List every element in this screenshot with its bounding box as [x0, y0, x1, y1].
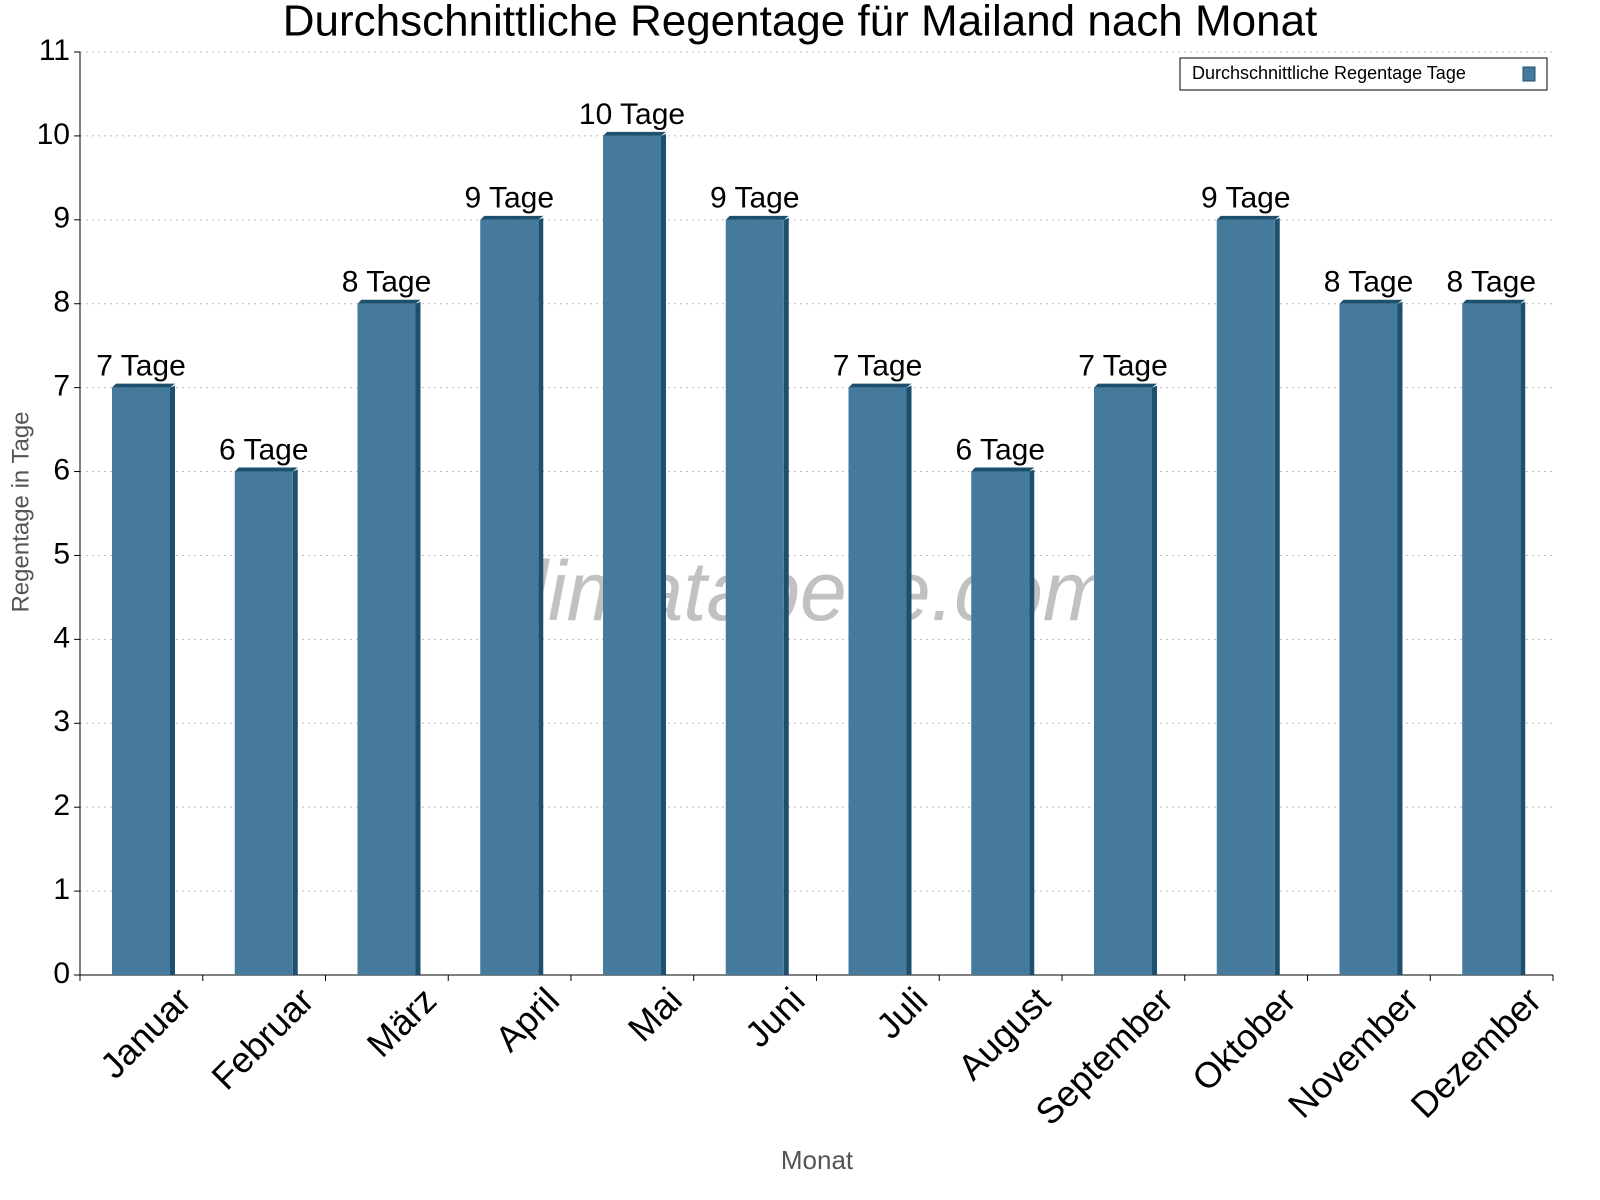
x-tick-label: November [1280, 979, 1426, 1125]
y-tick-label: 9 [53, 202, 70, 235]
bar-side [415, 301, 421, 975]
bar-top [234, 467, 298, 472]
y-axis-label: Regentage in Tage [7, 411, 34, 612]
value-label: 8 Tage [1324, 266, 1414, 299]
y-tick-label: 8 [53, 286, 70, 319]
bar [603, 135, 661, 976]
legend-label: Durchschnittliche Regentage Tage [1192, 63, 1466, 83]
bar-side [1520, 301, 1526, 975]
y-tick-label: 10 [37, 118, 70, 151]
value-label: 8 Tage [342, 266, 432, 299]
y-tick-label: 5 [53, 537, 70, 570]
bar-top [971, 467, 1035, 472]
bar [1462, 303, 1521, 975]
x-tick-label: Juni [737, 979, 813, 1055]
bar [480, 219, 539, 975]
chart-title: Durchschnittliche Regentage für Mailand … [283, 0, 1318, 46]
x-tick-label: Februar [203, 979, 321, 1097]
y-tick-label: 7 [53, 370, 70, 403]
bar [357, 303, 416, 975]
bar-side [170, 385, 175, 975]
bar [234, 471, 293, 975]
value-label: 6 Tage [955, 433, 1045, 466]
bar-top [1462, 299, 1526, 304]
value-label: 8 Tage [1446, 266, 1536, 299]
bar [1094, 387, 1152, 975]
bar-top [1339, 299, 1403, 304]
value-label: 9 Tage [710, 182, 800, 215]
bar-side [906, 385, 912, 975]
x-tick-label: Mai [620, 979, 690, 1049]
bar-side [783, 217, 789, 975]
y-tick-label: 3 [53, 705, 70, 738]
bar [1216, 219, 1275, 975]
x-tick-label: Juli [868, 979, 935, 1046]
bar-side [1274, 217, 1280, 975]
value-label: 7 Tage [833, 350, 923, 383]
bar-top [1094, 383, 1157, 388]
x-tick-label: Januar [92, 979, 199, 1086]
x-tick-label: Oktober [1184, 979, 1304, 1099]
bar [1339, 303, 1398, 975]
bar-top [1216, 215, 1280, 220]
bar-top [725, 215, 789, 220]
x-tick-label: Dezember [1403, 979, 1549, 1125]
y-tick-label: 6 [53, 453, 70, 486]
value-label: 10 Tage [579, 98, 685, 131]
bar-side [1029, 469, 1035, 975]
value-label: 7 Tage [96, 350, 186, 383]
y-tick-label: 4 [53, 621, 70, 654]
value-label: 7 Tage [1078, 350, 1168, 383]
bar [848, 387, 907, 975]
bar [112, 387, 170, 975]
value-label: 9 Tage [464, 182, 554, 215]
legend-box [1179, 57, 1548, 91]
value-label: 9 Tage [1201, 182, 1291, 215]
y-tick-label: 2 [53, 789, 70, 822]
bar-side [538, 217, 544, 975]
bar-side [661, 133, 666, 976]
x-axis-label: Monat [781, 1145, 854, 1175]
bar-top [480, 215, 544, 220]
bar-top [112, 383, 175, 388]
bar-side [292, 469, 298, 975]
y-tick-label: 11 [39, 34, 70, 67]
bar-top [603, 131, 666, 136]
bar-side [1152, 385, 1157, 975]
bar [971, 471, 1030, 975]
x-tick-label: April [487, 979, 567, 1059]
bar-top [357, 299, 421, 304]
x-tick-label: März [359, 979, 445, 1065]
bar-top [848, 383, 912, 388]
y-tick-label: 1 [53, 873, 70, 906]
bar [725, 219, 784, 975]
bar-side [1397, 301, 1403, 975]
value-label: 6 Tage [219, 433, 309, 466]
x-tick-label: August [950, 979, 1058, 1087]
y-tick-label: 0 [53, 957, 70, 990]
legend-swatch [1522, 66, 1536, 82]
